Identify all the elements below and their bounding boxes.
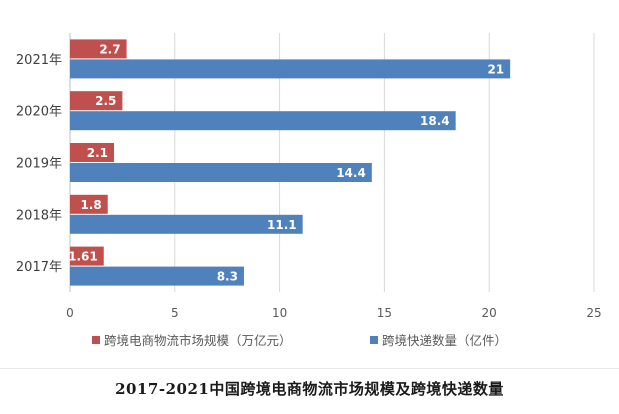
chart-svg: 0 5 10 15 20 25 2017年 1.61 8.3 2018年 1.8 11.1 2019年 2… — [16, 33, 602, 348]
bar-market-size — [70, 143, 115, 162]
data-label: 21 — [487, 62, 504, 76]
y-tick-label: 2018年 — [16, 208, 62, 223]
legend-swatch — [370, 336, 378, 344]
x-tick-label: 20 — [482, 306, 497, 320]
bar-express-volume — [70, 111, 456, 131]
bar-market-size — [70, 246, 104, 266]
data-label: 1.61 — [68, 250, 98, 264]
divider — [0, 368, 619, 369]
x-tick-label: 25 — [586, 306, 601, 320]
x-tick-label: 10 — [272, 306, 287, 320]
bar-market-size — [70, 91, 123, 111]
y-tick-label: 2017年 — [16, 260, 62, 275]
data-label: 8.3 — [217, 270, 238, 284]
data-label: 11.1 — [267, 218, 297, 232]
data-label: 18.4 — [420, 114, 450, 128]
legend-label: 跨境电商物流市场规模（万亿元） — [104, 333, 292, 348]
x-tick-label: 15 — [377, 306, 392, 320]
bar-market-size — [70, 194, 108, 214]
data-label: 2.5 — [95, 94, 116, 108]
data-label: 2.7 — [99, 42, 120, 56]
chart: 0 5 10 15 20 25 2017年 1.61 8.3 2018年 1.8 11.1 2019年 2… — [16, 33, 602, 348]
x-tick-label: 0 — [66, 306, 74, 320]
y-tick-label: 2020年 — [16, 105, 62, 120]
y-tick-label: 2019年 — [16, 157, 62, 172]
bar-express-volume — [70, 214, 303, 234]
legend-label: 跨境快递数量（亿件） — [382, 333, 507, 348]
data-label: 14.4 — [336, 166, 366, 180]
bar-express-volume — [70, 163, 372, 182]
chart-caption: 2017-2021中国跨境电商物流市场规模及跨境快递数量 — [115, 380, 504, 398]
y-tick-label: 2021年 — [16, 53, 62, 68]
data-label: 1.8 — [80, 198, 101, 212]
data-label: 2.1 — [87, 146, 108, 160]
bar-express-volume — [70, 266, 244, 286]
legend-swatch — [92, 336, 100, 344]
bar-market-size — [70, 39, 127, 59]
bar-express-volume — [70, 59, 511, 79]
x-tick-label: 5 — [171, 306, 179, 320]
